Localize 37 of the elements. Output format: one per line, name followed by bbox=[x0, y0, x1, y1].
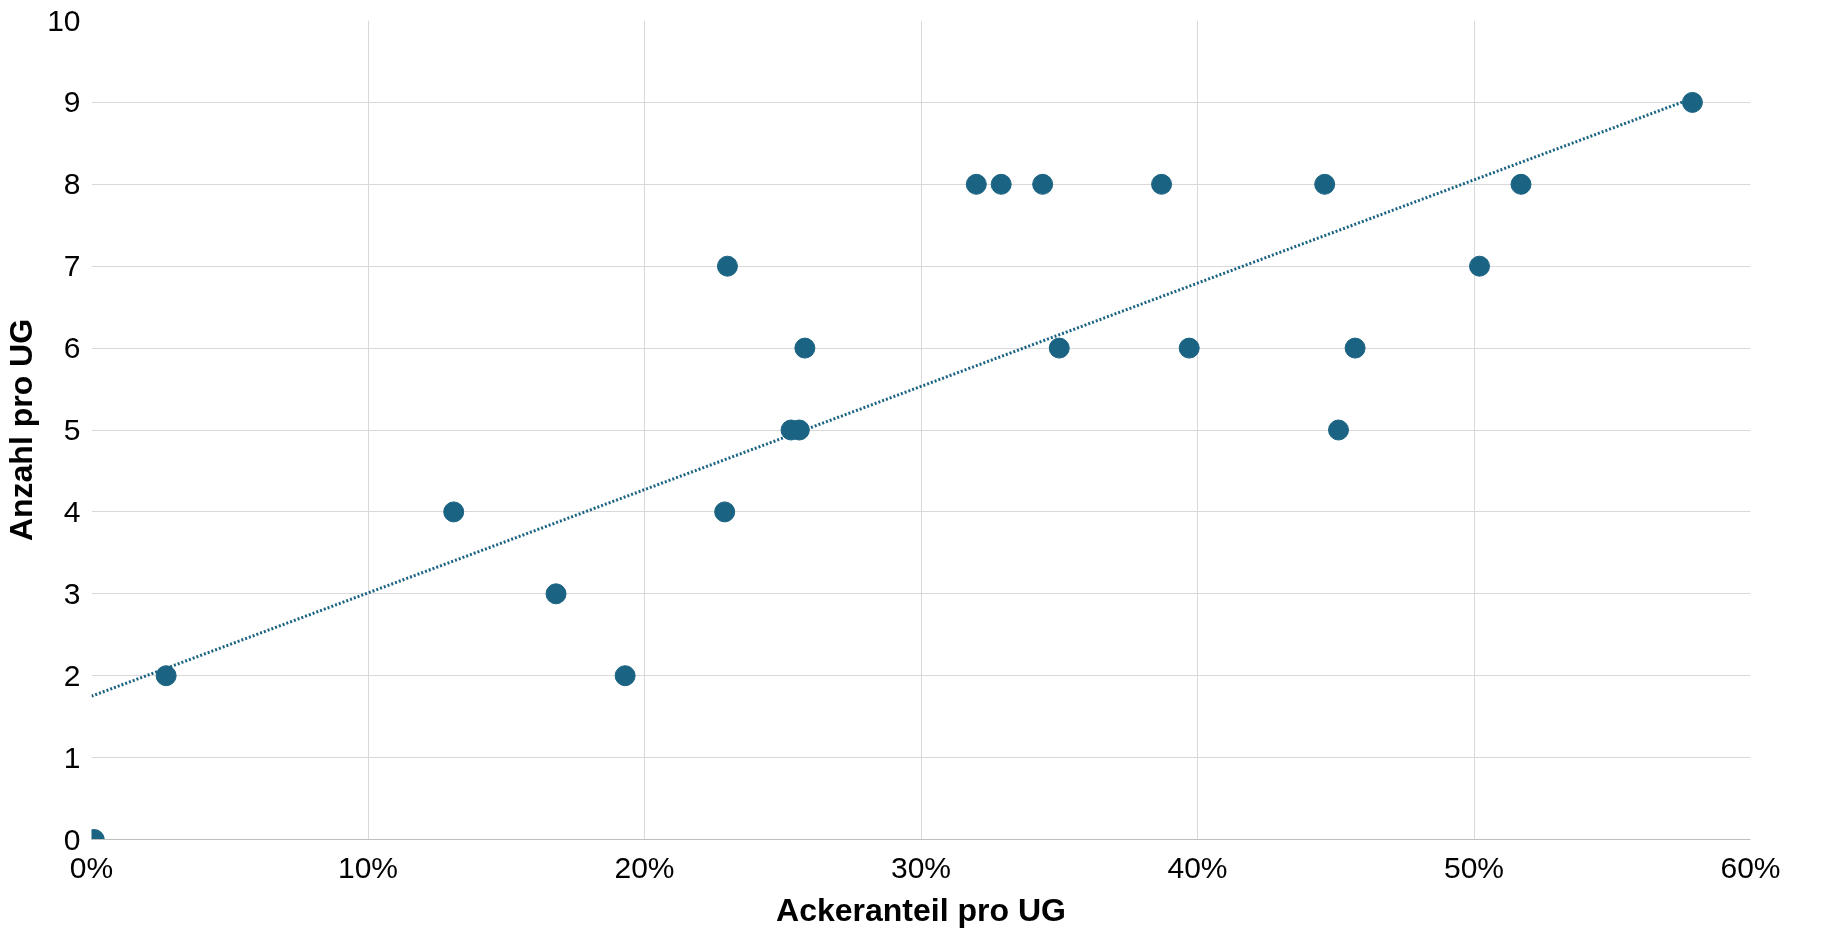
point bbox=[1048, 337, 1070, 359]
x-tick-label: 60% bbox=[1720, 850, 1781, 884]
point bbox=[990, 173, 1012, 195]
point bbox=[1510, 173, 1532, 195]
point bbox=[1344, 337, 1366, 359]
y-tick-label: 4 bbox=[63, 494, 81, 528]
point bbox=[965, 173, 987, 195]
point bbox=[545, 583, 567, 605]
point bbox=[155, 665, 177, 687]
point bbox=[443, 501, 465, 523]
x-tick-label: 10% bbox=[337, 850, 399, 884]
point bbox=[1328, 419, 1350, 441]
y-tick-label: 10 bbox=[47, 3, 81, 37]
point bbox=[714, 501, 736, 523]
y-tick-label: 8 bbox=[63, 167, 81, 201]
y-tick-label: 2 bbox=[63, 658, 81, 692]
point bbox=[1681, 91, 1703, 113]
y-tick-label: 7 bbox=[63, 249, 81, 283]
x-tick-label: 20% bbox=[614, 850, 675, 884]
point bbox=[1178, 337, 1200, 359]
x-axis-title: Ackeranteil pro UG bbox=[776, 891, 1066, 928]
y-tick-label: 3 bbox=[63, 576, 81, 610]
y-tick-label: 6 bbox=[63, 331, 81, 365]
point bbox=[614, 665, 636, 687]
y-tick-label: 5 bbox=[63, 413, 81, 446]
point bbox=[1032, 173, 1054, 195]
x-tick-label: 30% bbox=[890, 850, 952, 884]
point bbox=[1469, 255, 1491, 277]
y-tick-label: 9 bbox=[63, 85, 81, 119]
x-tick-label: 50% bbox=[1443, 850, 1505, 884]
y-tick-label: 1 bbox=[63, 740, 81, 774]
point bbox=[1151, 173, 1173, 195]
point bbox=[1314, 173, 1336, 195]
point bbox=[794, 337, 816, 359]
y-axis-title: Anzahl pro UG bbox=[3, 318, 40, 542]
x-tick-label: 40% bbox=[1167, 850, 1228, 884]
point bbox=[716, 255, 738, 277]
